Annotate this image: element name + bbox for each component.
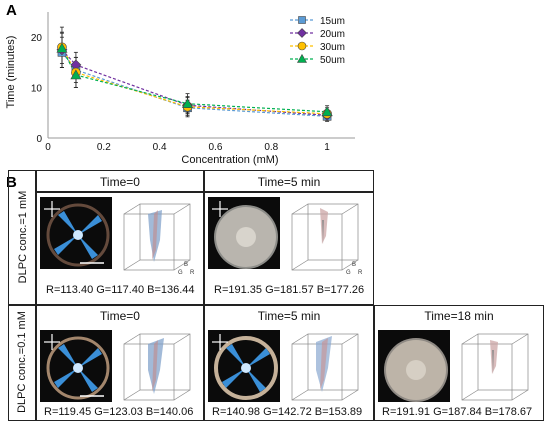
y-tick-label: 20 — [31, 33, 43, 44]
r1c1-title: Time=0 — [100, 175, 140, 189]
r1c1-rgb-values: R=113.40 G=117.40 B=136.44 — [46, 284, 195, 296]
axis-g-label: G — [178, 270, 183, 276]
r1c1-title-cell: Time=0 — [36, 170, 204, 192]
axis-r-label: R — [190, 270, 195, 276]
r2c1-title: Time=0 — [100, 309, 140, 323]
series-line-20um — [61, 49, 328, 116]
legend-label-20um: 20um — [320, 29, 345, 40]
y-tick-label: 0 — [36, 134, 42, 145]
r1c1-body — [36, 192, 204, 305]
x-axis-label: Concentration (mM) — [181, 154, 278, 166]
panel-a-label: A — [6, 2, 17, 19]
r2c1-rgb-values: R=119.45 G=123.03 B=140.06 — [44, 406, 194, 418]
row1-label: DLPC conc.=1 mM — [17, 190, 29, 284]
y-tick-label: 10 — [31, 84, 43, 95]
data-point-50um — [70, 69, 82, 80]
legend-marker-50um — [296, 53, 308, 63]
r1c2-body — [204, 192, 374, 305]
row2-label-cell: DLPC conc.=0.1 mM — [8, 305, 36, 421]
r1c2-rgb-cube — [291, 203, 359, 271]
r2c3-cell — [374, 305, 544, 421]
r2c2-rgb-values: R=140.98 G=142.72 B=153.89 — [212, 406, 363, 418]
r2c3-title: Time=18 min — [424, 309, 494, 323]
x-tick-label: 0.8 — [264, 142, 278, 153]
r1c2-title: Time=5 min — [257, 175, 321, 189]
y-axis-label: Time (minutes) — [5, 36, 17, 109]
data-point-50um — [321, 106, 333, 117]
data-point-50um — [56, 42, 68, 53]
axis-b-label: B — [352, 262, 357, 268]
axis-b-label: B — [184, 262, 189, 268]
r2c1-rgb-cube — [123, 333, 191, 401]
x-tick-label: 0.6 — [209, 142, 223, 153]
panel-b-label: B — [6, 174, 17, 191]
r1c2-micrograph — [208, 197, 280, 269]
r2c2-micrograph — [208, 330, 280, 402]
r1c2-title-cell: Time=5 min — [204, 170, 374, 192]
x-tick-label: 0 — [45, 142, 51, 153]
legend-marker-20um — [297, 28, 307, 38]
axis-r-label: R — [358, 270, 363, 276]
r2c3-rgb-cube — [461, 333, 529, 401]
row1-label-cell: DLPC conc.=1 mM — [8, 170, 36, 305]
r1c1-rgb-cube — [123, 203, 191, 271]
legend-marker-15um — [298, 16, 306, 24]
r1c2-rgb-values: R=191.35 G=181.57 B=177.26 — [214, 284, 365, 296]
r2c2-rgb-cube — [291, 333, 359, 401]
series-line-50um — [61, 48, 328, 113]
legend-marker-30um — [297, 41, 307, 51]
r2c3-rgb-values: R=191.91 G=187.84 B=178.67 — [382, 406, 533, 418]
r1c1-micrograph — [40, 197, 112, 269]
axis-g-label: G — [346, 270, 351, 276]
data-point-50um — [182, 98, 194, 109]
legend-label-50um: 50um — [320, 55, 345, 66]
r2c3-micrograph — [378, 330, 450, 402]
r2c2-cell — [204, 305, 374, 421]
x-tick-label: 0.4 — [153, 142, 167, 153]
r2c1-cell — [36, 305, 204, 421]
x-tick-label: 0.2 — [97, 142, 111, 153]
legend-label-30um: 30um — [320, 42, 345, 53]
x-tick-label: 1 — [324, 142, 330, 153]
r2c2-title: Time=5 min — [257, 309, 321, 323]
legend-label-15um: 15um — [320, 16, 345, 27]
r2c1-micrograph — [40, 330, 112, 402]
row2-label: DLPC conc.=0.1 mM — [16, 311, 28, 413]
